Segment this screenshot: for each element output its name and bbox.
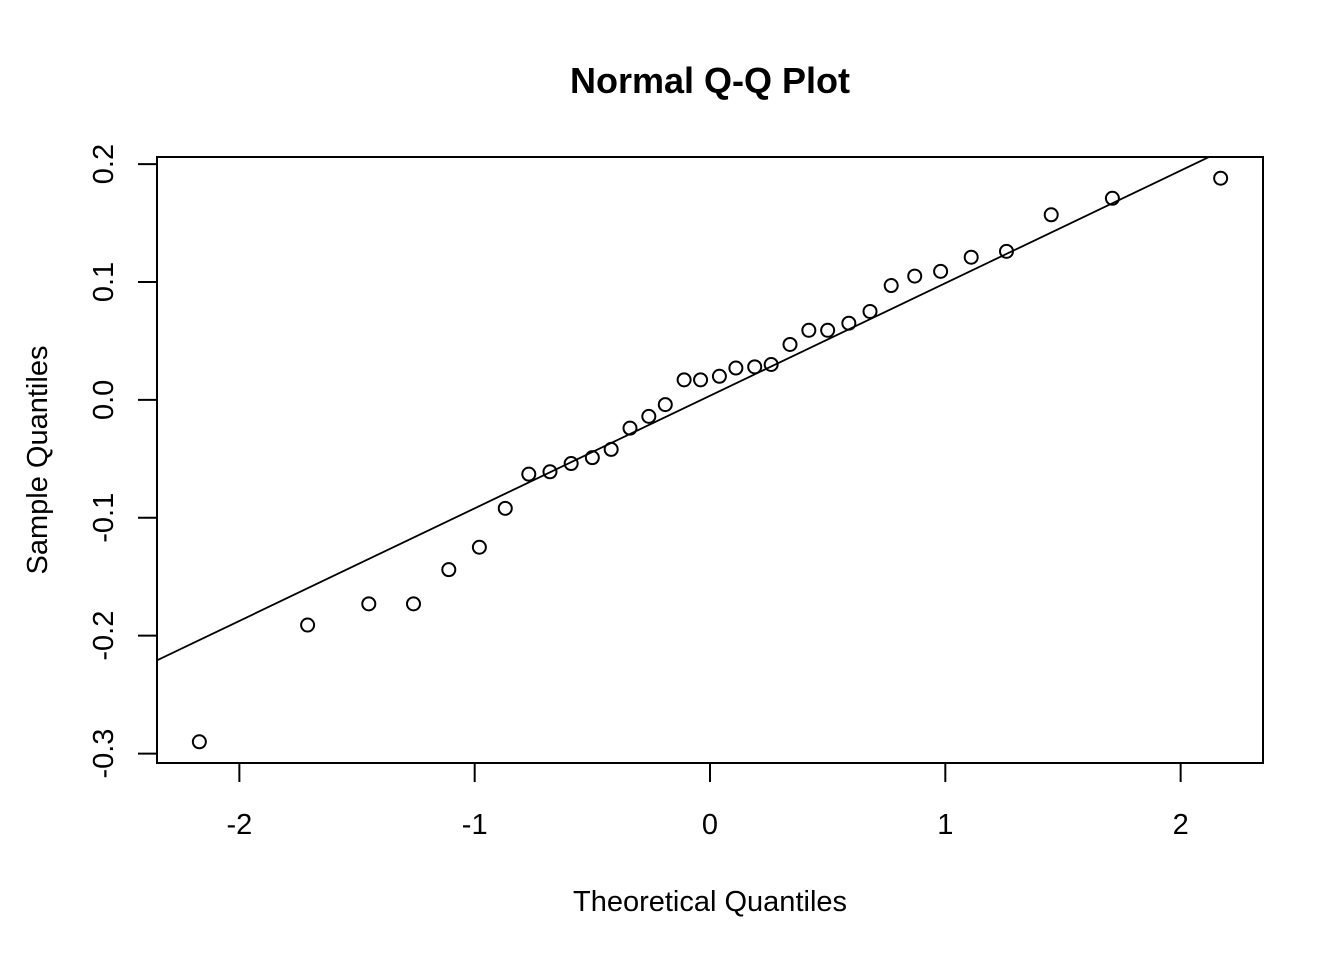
data-point <box>471 539 487 555</box>
data-point <box>676 372 692 388</box>
data-point <box>907 268 923 284</box>
data-point <box>563 456 579 472</box>
data-point <box>963 249 979 265</box>
data-point <box>747 359 763 375</box>
data-point <box>300 617 316 633</box>
data-point <box>441 562 457 578</box>
x-axis-label: Theoretical Quantiles <box>573 886 847 918</box>
y-tick-label: 0.1 <box>88 262 120 302</box>
reference-line-layer <box>157 157 1212 662</box>
x-tick-label: 0 <box>702 809 718 841</box>
data-point <box>782 336 798 352</box>
data-point <box>862 303 878 319</box>
data-point <box>191 734 207 750</box>
y-axis-label: Sample Quantiles <box>22 346 54 575</box>
data-point <box>584 450 600 466</box>
data-point <box>521 466 537 482</box>
data-point <box>999 243 1015 259</box>
data-point <box>641 408 657 424</box>
data-point <box>542 464 558 480</box>
y-tick-label: 0.2 <box>88 144 120 184</box>
data-point <box>841 315 857 331</box>
data-point <box>728 360 744 376</box>
qq-reference-line <box>157 157 1212 662</box>
y-axis: -0.3 -0.2 -0.1 0.0 0.1 0.2 <box>88 144 158 779</box>
y-tick-label: -0.1 <box>88 493 120 543</box>
x-axis: -2 -1 0 1 2 <box>226 762 1189 841</box>
data-point <box>1104 190 1120 206</box>
data-point <box>622 420 638 436</box>
x-tick-label: 1 <box>937 809 953 841</box>
y-tick-label: -0.3 <box>88 729 120 779</box>
x-tick-label: -1 <box>462 809 488 841</box>
y-tick-label: 0.0 <box>88 380 120 420</box>
data-point <box>405 596 421 612</box>
data-point <box>763 357 779 373</box>
data-point <box>933 263 949 279</box>
data-point <box>820 322 836 338</box>
data-point <box>497 500 513 516</box>
data-point <box>361 596 377 612</box>
y-tick-label: -0.2 <box>88 611 120 661</box>
data-point <box>1213 170 1229 186</box>
data-point <box>693 372 709 388</box>
data-point <box>801 322 817 338</box>
x-tick-label: 2 <box>1173 809 1189 841</box>
data-point <box>603 441 619 457</box>
x-tick-label: -2 <box>226 809 252 841</box>
points-layer <box>191 170 1229 750</box>
chart-title: Normal Q-Q Plot <box>570 60 850 101</box>
data-point <box>883 278 899 294</box>
plot-frame <box>156 156 1264 764</box>
data-point <box>711 368 727 384</box>
data-point <box>657 397 673 413</box>
data-point <box>1043 207 1059 223</box>
